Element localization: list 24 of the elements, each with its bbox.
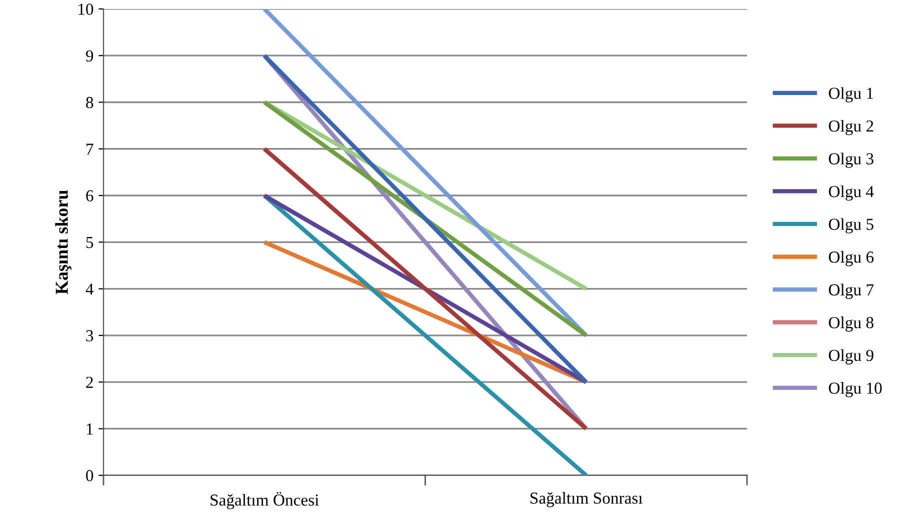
legend-label: Olgu 1 — [828, 87, 874, 102]
legend-label: Olgu 5 — [828, 218, 874, 234]
legend-label: Olgu 2 — [828, 120, 874, 136]
y-tick-label: 4 — [86, 284, 94, 295]
y-tick-label: 1 — [86, 423, 93, 434]
y-tick-label: 5 — [86, 237, 94, 248]
legend-label: Olgu 7 — [828, 284, 874, 299]
legend-label: Olgu 10 — [828, 382, 882, 398]
y-tick-label: 3 — [86, 330, 94, 342]
legend-label: Olgu 3 — [828, 152, 874, 168]
y-tick-label: 6 — [86, 190, 94, 202]
y-tick-label: 10 — [78, 4, 94, 15]
legend-label: Olgu 4 — [828, 185, 874, 201]
y-tick-label: 9 — [86, 50, 94, 62]
y-tick-label: 7 — [86, 144, 94, 155]
x-tick-label: Sağaltım Öncesi — [210, 492, 319, 510]
legend-label: Olgu 9 — [828, 349, 874, 364]
y-tick-label: 8 — [86, 96, 94, 108]
y-tick-label: 0 — [86, 470, 94, 482]
x-tick-label: Sağaltım Sonrası — [530, 492, 643, 508]
y-tick-label: 2 — [86, 376, 93, 388]
y-axis-title: Kaşıntı skoru — [55, 190, 72, 294]
legend-label: Olgu 6 — [828, 251, 874, 266]
legend-label: Olgu 8 — [828, 316, 874, 332]
